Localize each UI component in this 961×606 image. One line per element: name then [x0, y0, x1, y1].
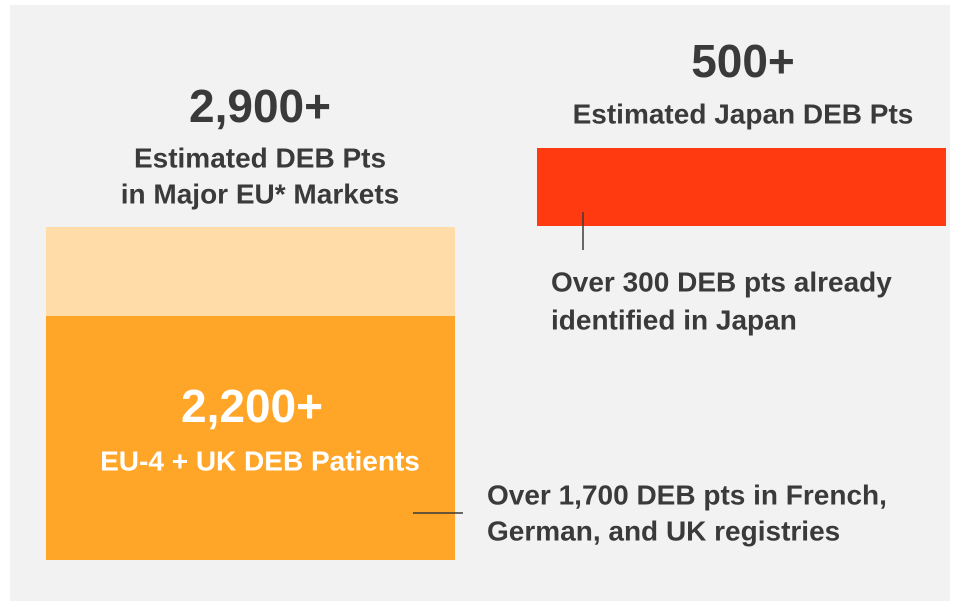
- eu-identified-caption: EU-4 + UK DEB Patients: [100, 445, 420, 476]
- eu-note: German, and UK registries: [487, 515, 840, 546]
- japan-block: [537, 148, 946, 226]
- japan-note: identified in Japan: [551, 304, 797, 335]
- eu-total: 2,900+: [189, 80, 331, 132]
- eu-note: Over 1,700 DEB pts in French,: [487, 479, 887, 510]
- japan-total: 500+: [691, 35, 795, 87]
- eu-total-caption: Estimated DEB Pts: [134, 142, 386, 173]
- japan-note: Over 300 DEB pts already: [551, 266, 892, 297]
- eu-unidentified-block: [46, 227, 455, 316]
- eu-identified: 2,200+: [181, 380, 323, 432]
- japan-total-caption: Estimated Japan DEB Pts: [573, 98, 914, 129]
- eu-identified-block: [46, 316, 455, 560]
- eu-total-caption: in Major EU* Markets: [121, 178, 400, 209]
